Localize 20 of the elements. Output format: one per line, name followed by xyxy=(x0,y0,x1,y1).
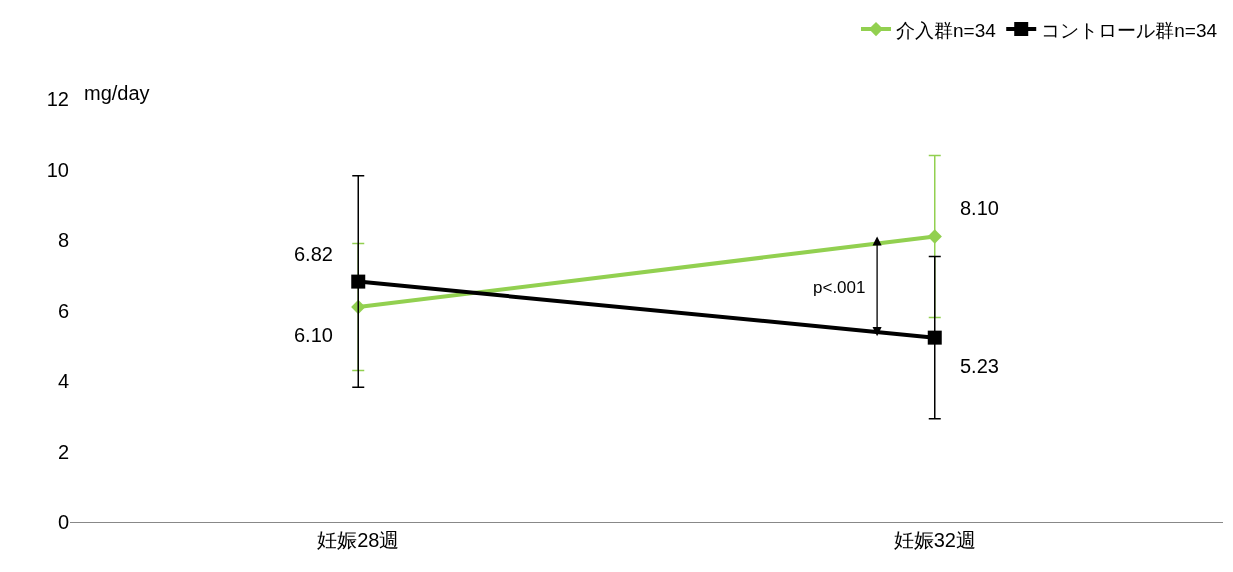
x-tick-label: 妊娠28週 xyxy=(317,529,400,551)
y-tick-label: 4 xyxy=(57,370,69,392)
annotation: p<.001 xyxy=(813,278,866,297)
y-tick-label: 10 xyxy=(46,158,69,181)
y-tick-label: 8 xyxy=(57,229,69,251)
y-axis-title: mg/day xyxy=(84,82,150,104)
point xyxy=(927,229,942,244)
y-tick-label: 0 xyxy=(57,511,69,533)
y-tick-label: 2 xyxy=(57,440,69,463)
point xyxy=(927,330,942,345)
legend-label: 介入群n=34 xyxy=(896,19,997,41)
data-label: 6.82 xyxy=(294,243,333,265)
y-tick-label: 12 xyxy=(46,88,69,110)
legend-label: コントロール群n=34 xyxy=(1041,19,1218,41)
data-label: 6.10 xyxy=(294,324,333,346)
data-label: 8.10 xyxy=(960,197,999,219)
data-label: 5.23 xyxy=(960,355,999,377)
x-tick-label: 妊娠32週 xyxy=(893,529,976,551)
point xyxy=(351,274,366,289)
y-tick-label: 6 xyxy=(57,299,69,322)
